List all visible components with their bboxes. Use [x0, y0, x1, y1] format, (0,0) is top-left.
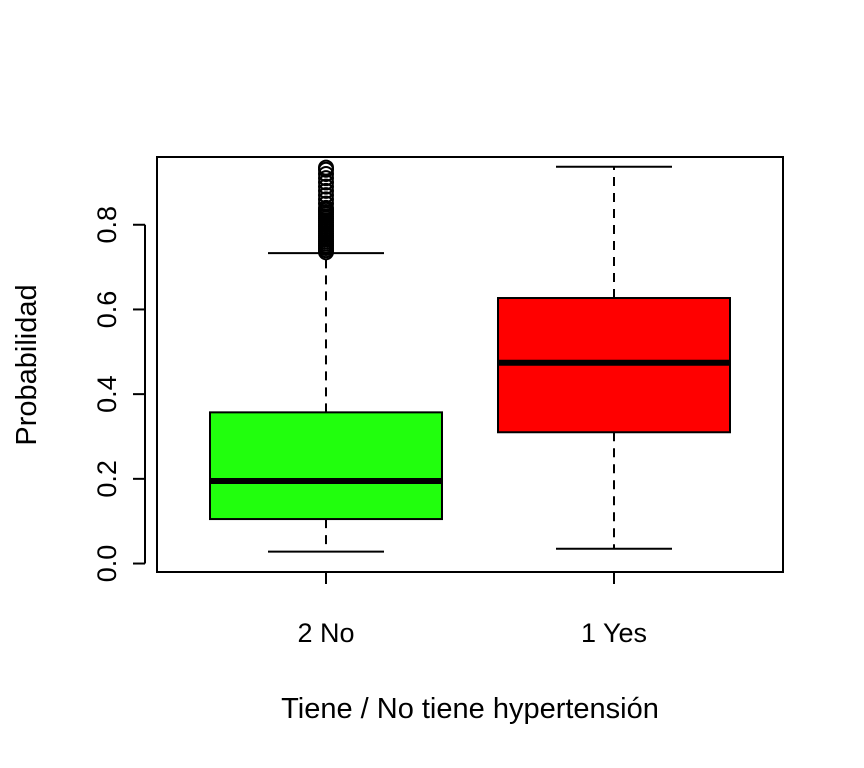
x-tick-label: 1 Yes [581, 618, 647, 648]
box-iqr [209, 411, 443, 521]
y-tick-label: 0.6 [92, 291, 122, 329]
y-axis: 0.0 0.2 0.4 0.6 0.8 [92, 206, 146, 583]
outlier-point [318, 195, 334, 212]
outlier-point [318, 191, 334, 208]
plot-frame [156, 156, 784, 573]
outlier-point [318, 170, 334, 187]
outlier-point [318, 187, 334, 204]
outlier-point [318, 199, 334, 216]
y-tick-label: 0.4 [92, 375, 122, 413]
outlier-point [318, 178, 334, 195]
y-tick-label: 0.8 [92, 206, 122, 244]
x-axis-title: Tiene / No tiene hypertensión [281, 693, 659, 725]
y-axis-title: Probabilidad [11, 284, 43, 445]
x-tick-label: 2 No [297, 618, 354, 648]
y-tick-label: 0.0 [92, 545, 122, 583]
box-group [497, 165, 731, 550]
outlier-point [318, 165, 334, 182]
outlier-point [318, 159, 334, 176]
outlier-point [318, 182, 334, 199]
box-layer [209, 159, 731, 553]
y-tick-label: 0.2 [92, 460, 122, 498]
box-group [209, 159, 443, 553]
x-axis: 2 No 1 Yes [297, 572, 647, 648]
